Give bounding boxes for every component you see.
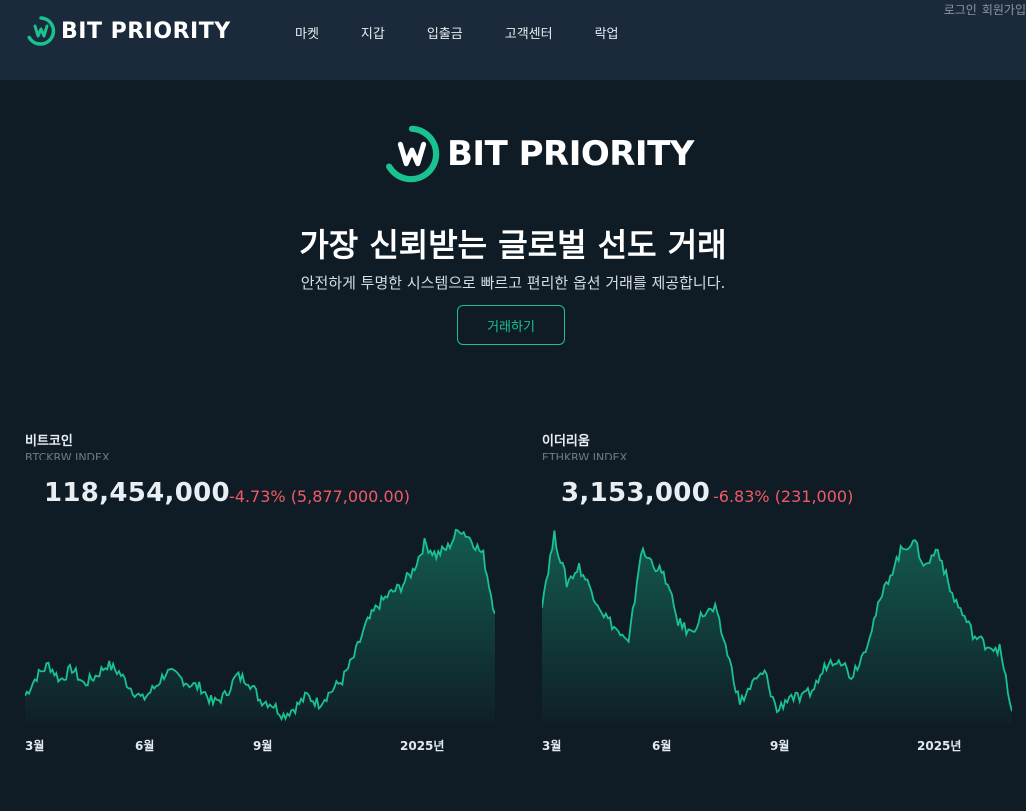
x-tick-label: 6월 — [135, 739, 155, 753]
market-name: 이더리움 — [542, 434, 590, 449]
header-brand: BIT PRIORITY — [61, 18, 231, 44]
x-tick-label: 6월 — [652, 739, 672, 753]
x-tick-label: 2025년 — [400, 739, 445, 753]
price-chart — [542, 530, 1012, 723]
logo-mark-icon — [386, 125, 440, 183]
market-index: ETHKRW INDEX — [542, 451, 628, 460]
signup-link[interactable]: 회원가입 — [981, 3, 1026, 17]
hero-subtitle: 안전하게 투명한 시스템으로 빠르고 편리한 옵션 거래를 제공합니다. — [300, 274, 726, 292]
price-area-fill — [542, 530, 1012, 723]
hero-brand: BIT PRIORITY — [447, 134, 694, 174]
x-tick-label: 3월 — [25, 739, 45, 753]
x-tick-label: 2025년 — [917, 739, 962, 753]
price-area-fill — [25, 529, 495, 723]
nav-item-market[interactable]: 마켓 — [295, 27, 319, 42]
market-card-eth[interactable]: 이더리움 ETHKRW INDEX 3,153,000 -6.83% (231,… — [542, 430, 1012, 760]
x-tick-label: 9월 — [253, 739, 273, 753]
header-logo[interactable]: BIT PRIORITY — [25, 15, 231, 47]
price-line — [25, 528, 495, 722]
login-link[interactable]: 로그인 — [943, 3, 977, 17]
hero-logo: BIT PRIORITY — [381, 123, 694, 185]
market-change: -6.83% (231,000) — [713, 487, 854, 506]
x-tick-label: 3월 — [542, 739, 562, 753]
price-chart — [25, 528, 495, 723]
x-tick-label: 9월 — [770, 739, 790, 753]
market-index: BTCKRW INDEX — [25, 451, 110, 460]
market-change: -4.73% (5,877,000.00) — [229, 487, 411, 506]
market-price: 118,454,000 — [44, 478, 230, 508]
top-navigation-bar: BIT PRIORITY 마켓 지갑 입출금 고객센터 락업 로그인 회원가입 — [0, 0, 1026, 80]
trade-button[interactable]: 거래하기 — [457, 305, 565, 345]
hero-title: 가장 신뢰받는 글로벌 선도 거래 — [299, 226, 727, 264]
market-name: 비트코인 — [25, 434, 73, 449]
main-nav: 마켓 지갑 입출금 고객센터 락업 — [295, 23, 661, 42]
nav-item-lockup[interactable]: 락업 — [594, 27, 619, 42]
market-card-btc[interactable]: 비트코인 BTCKRW INDEX 118,454,000 -4.73% (5,… — [25, 430, 495, 760]
logo-mark-icon — [27, 16, 56, 46]
nav-item-support[interactable]: 고객센터 — [504, 27, 553, 42]
nav-item-deposit-withdraw[interactable]: 입출금 — [426, 27, 463, 42]
auth-links: 로그인 회원가입 — [939, 1, 1026, 18]
market-price: 3,153,000 — [561, 478, 711, 508]
price-line — [542, 530, 1012, 714]
nav-item-wallet[interactable]: 지갑 — [360, 27, 385, 42]
